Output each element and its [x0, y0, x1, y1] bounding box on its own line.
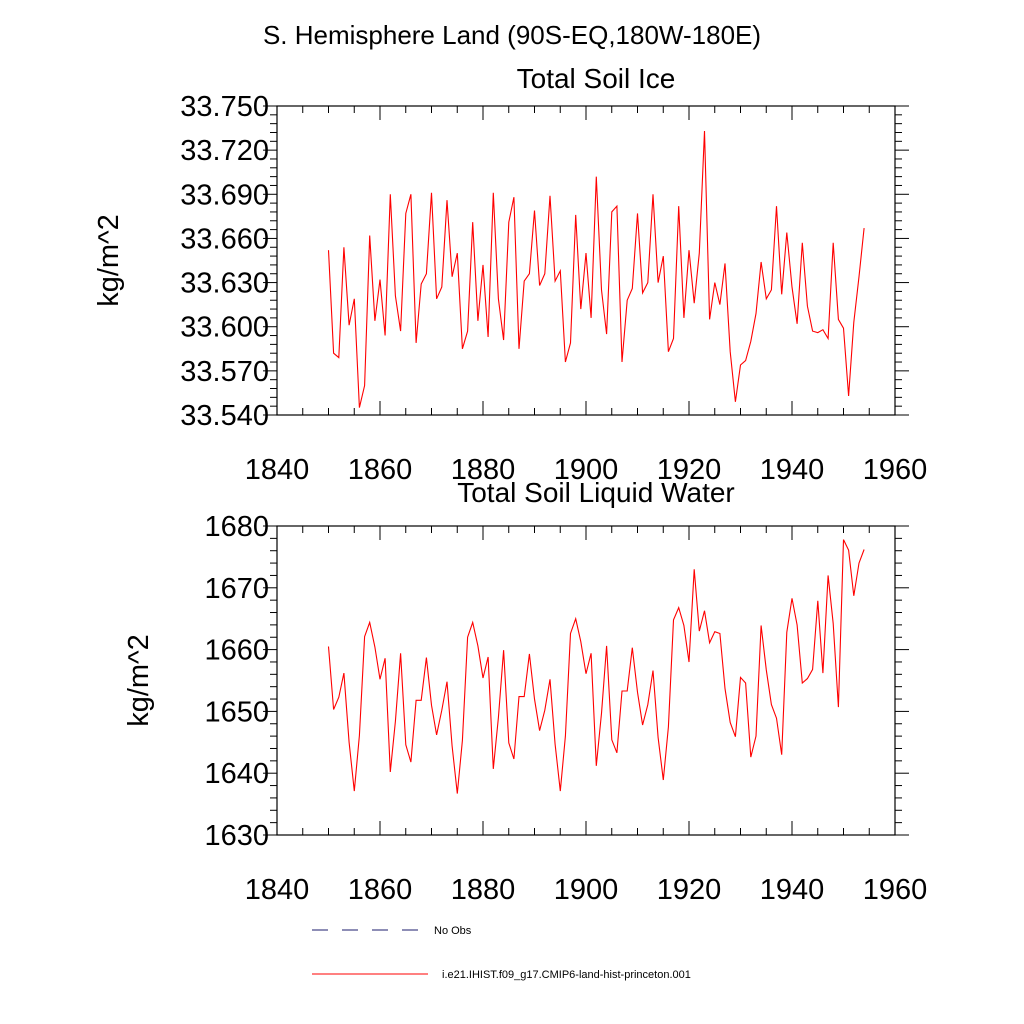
x-tick-label: 1940	[760, 874, 825, 906]
figure-suptitle: S. Hemisphere Land (90S-EQ,180W-180E)	[263, 20, 761, 50]
y-tick-label: 33.720	[180, 135, 269, 167]
x-tick-label: 1900	[554, 874, 619, 906]
panels-container: Total Soil Ice 1840 1860 1880 1900 1920 1940 19…	[93, 63, 927, 906]
y-tick-label: 1670	[204, 573, 269, 605]
x-tick-label: 1960	[863, 874, 928, 906]
y-tick-label: 33.750	[180, 91, 269, 123]
y-tick-label: 33.690	[180, 179, 269, 211]
y-axis-label: kg/m^2	[123, 634, 155, 727]
panel-2-title: Total Soil Liquid Water	[457, 477, 735, 508]
x-tick-label: 1860	[348, 454, 413, 486]
y-tick-label: 33.570	[180, 356, 269, 388]
y-tick-label: 33.660	[180, 223, 269, 255]
y-tick-label: 1680	[204, 511, 269, 543]
x-tick-label: 1840	[245, 874, 310, 906]
y-tick-label: 1640	[204, 758, 269, 790]
y-tick-label: 1630	[204, 820, 269, 852]
panel-1: Total Soil Ice 1840 1860 1880 1900 1920 1940 19…	[93, 63, 927, 486]
panel-2: Total Soil Liquid Water 1840 1860 1880 1900 1…	[123, 477, 927, 906]
x-tick-label: 1960	[863, 454, 928, 486]
x-tick-label: 1880	[451, 874, 516, 906]
x-tick-label: 1880	[451, 454, 516, 486]
x-tick-label: 1840	[245, 454, 310, 486]
panel-1-title: Total Soil Ice	[517, 63, 676, 94]
x-tick-label: 1920	[657, 454, 722, 486]
plot-frame	[276, 105, 896, 416]
legend: No Obs i.e21.IHIST.f09_g17.CMIP6-land-his…	[312, 925, 691, 981]
x-tick-label: 1900	[554, 454, 619, 486]
series-line-1	[327, 130, 865, 408]
y-tick-label: 1650	[204, 696, 269, 728]
y-tick-label: 33.540	[180, 400, 269, 432]
y-tick-label: 33.630	[180, 268, 269, 300]
x-tick-label: 1860	[348, 874, 413, 906]
y-tick-label: 33.600	[180, 312, 269, 344]
legend-label-1: No Obs	[434, 925, 472, 937]
x-tick-label: 1920	[657, 874, 722, 906]
legend-label-2: i.e21.IHIST.f09_g17.CMIP6-land-hist-prin…	[442, 969, 691, 981]
x-tick-label: 1940	[760, 454, 825, 486]
y-tick-label: 1660	[204, 635, 269, 667]
y-axis-label: kg/m^2	[93, 214, 125, 307]
series-line-1	[327, 539, 865, 794]
